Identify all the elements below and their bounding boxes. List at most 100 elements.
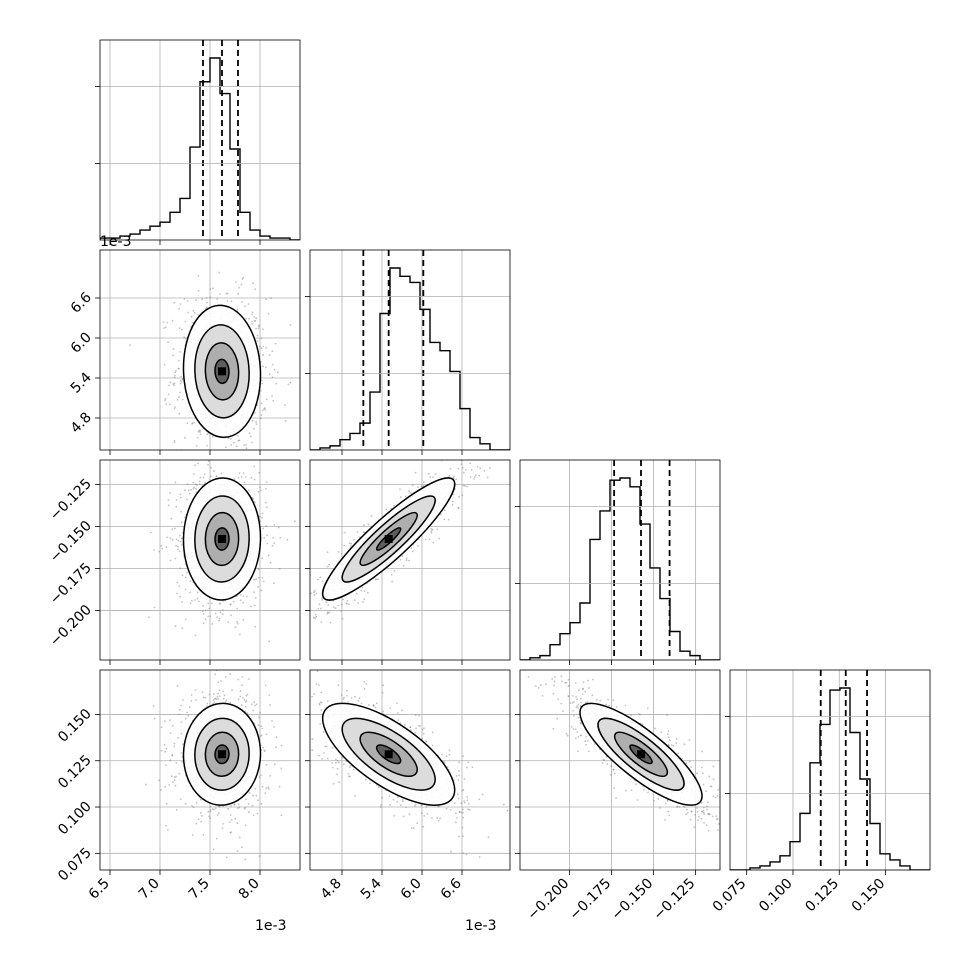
sample-point bbox=[186, 300, 189, 302]
sample-point bbox=[253, 578, 255, 581]
sample-point bbox=[267, 786, 270, 789]
sample-point bbox=[399, 804, 402, 806]
sample-point bbox=[264, 792, 267, 794]
sample-point bbox=[311, 749, 314, 752]
sample-point bbox=[277, 526, 280, 529]
sample-point bbox=[686, 812, 689, 814]
sample-point bbox=[217, 681, 220, 684]
panel-content bbox=[310, 454, 491, 624]
sample-point bbox=[342, 763, 345, 766]
sample-point bbox=[382, 710, 385, 713]
sample-point bbox=[418, 714, 420, 717]
sample-point bbox=[251, 323, 253, 325]
y-tick-label: 6.0 bbox=[68, 330, 95, 357]
sample-point bbox=[414, 471, 417, 474]
sample-point bbox=[248, 432, 251, 435]
sample-point bbox=[261, 409, 264, 412]
sample-point bbox=[168, 784, 171, 786]
sample-point bbox=[572, 728, 575, 730]
sample-point bbox=[258, 324, 260, 327]
sample-point bbox=[181, 537, 184, 540]
sample-point bbox=[350, 542, 353, 545]
sample-point bbox=[266, 542, 269, 545]
sample-point bbox=[318, 603, 321, 606]
sample-point bbox=[217, 692, 220, 695]
sample-point bbox=[584, 690, 587, 693]
sample-point bbox=[432, 541, 435, 544]
sample-point bbox=[346, 599, 349, 602]
sample-point bbox=[460, 811, 463, 814]
panel-frame bbox=[519, 459, 721, 661]
sample-point bbox=[268, 694, 271, 696]
sample-point bbox=[191, 422, 194, 425]
sample-point bbox=[252, 709, 255, 712]
sample-point bbox=[262, 365, 264, 368]
sample-point bbox=[420, 804, 423, 807]
sample-point bbox=[280, 767, 283, 770]
sample-point bbox=[219, 805, 221, 808]
sample-point bbox=[242, 276, 245, 279]
sample-point bbox=[253, 478, 256, 481]
sample-point bbox=[396, 796, 399, 799]
sample-point bbox=[354, 794, 356, 797]
sample-point bbox=[235, 442, 237, 444]
sample-point bbox=[160, 726, 163, 729]
sample-point bbox=[264, 501, 267, 504]
sample-point bbox=[184, 320, 187, 323]
sample-point bbox=[266, 534, 268, 537]
sample-point bbox=[171, 319, 174, 322]
sample-point bbox=[377, 578, 379, 581]
sample-point bbox=[245, 447, 248, 450]
sample-point bbox=[437, 805, 440, 808]
sample-point bbox=[319, 576, 322, 579]
sample-point bbox=[197, 462, 199, 465]
sample-point bbox=[473, 476, 476, 478]
panel-content bbox=[310, 250, 510, 450]
sample-point bbox=[203, 473, 206, 475]
sample-point bbox=[457, 507, 460, 510]
sample-point bbox=[179, 540, 182, 543]
sample-point bbox=[181, 398, 184, 401]
sample-point bbox=[484, 454, 486, 456]
sample-point bbox=[213, 470, 215, 473]
sample-point bbox=[431, 744, 434, 747]
sample-point bbox=[246, 712, 249, 714]
sample-point bbox=[362, 601, 364, 603]
sample-point bbox=[712, 795, 715, 798]
sample-point bbox=[244, 824, 247, 827]
y-tick-label: 0.125 bbox=[55, 752, 95, 792]
sample-point bbox=[235, 281, 237, 283]
sample-point bbox=[420, 485, 423, 488]
sample-point bbox=[370, 515, 373, 517]
sample-point bbox=[419, 725, 421, 727]
sample-point bbox=[252, 814, 255, 817]
sample-point bbox=[195, 445, 198, 447]
sample-point bbox=[167, 499, 170, 501]
sample-point bbox=[354, 695, 356, 698]
sample-point bbox=[313, 693, 315, 695]
sample-point bbox=[219, 293, 222, 295]
sample-point bbox=[308, 708, 310, 710]
sample-point bbox=[235, 445, 238, 448]
sample-point bbox=[580, 701, 582, 704]
sample-point bbox=[715, 818, 718, 821]
sample-point bbox=[300, 735, 302, 737]
sample-point bbox=[216, 475, 218, 477]
sample-point bbox=[173, 779, 176, 782]
sample-point bbox=[222, 805, 224, 808]
sample-point bbox=[273, 726, 275, 728]
sample-point bbox=[215, 475, 218, 478]
sample-point bbox=[279, 537, 282, 539]
sample-point bbox=[192, 487, 195, 490]
panel-content bbox=[300, 670, 509, 858]
sample-point bbox=[198, 483, 201, 485]
sample-point bbox=[206, 444, 209, 447]
sample-point bbox=[184, 588, 187, 591]
sample-point bbox=[178, 534, 181, 537]
sample-point bbox=[258, 471, 261, 474]
sample-point bbox=[318, 702, 321, 705]
sample-point bbox=[340, 694, 343, 696]
sample-point bbox=[448, 474, 451, 477]
sample-point bbox=[183, 298, 186, 300]
sample-point bbox=[209, 615, 212, 618]
